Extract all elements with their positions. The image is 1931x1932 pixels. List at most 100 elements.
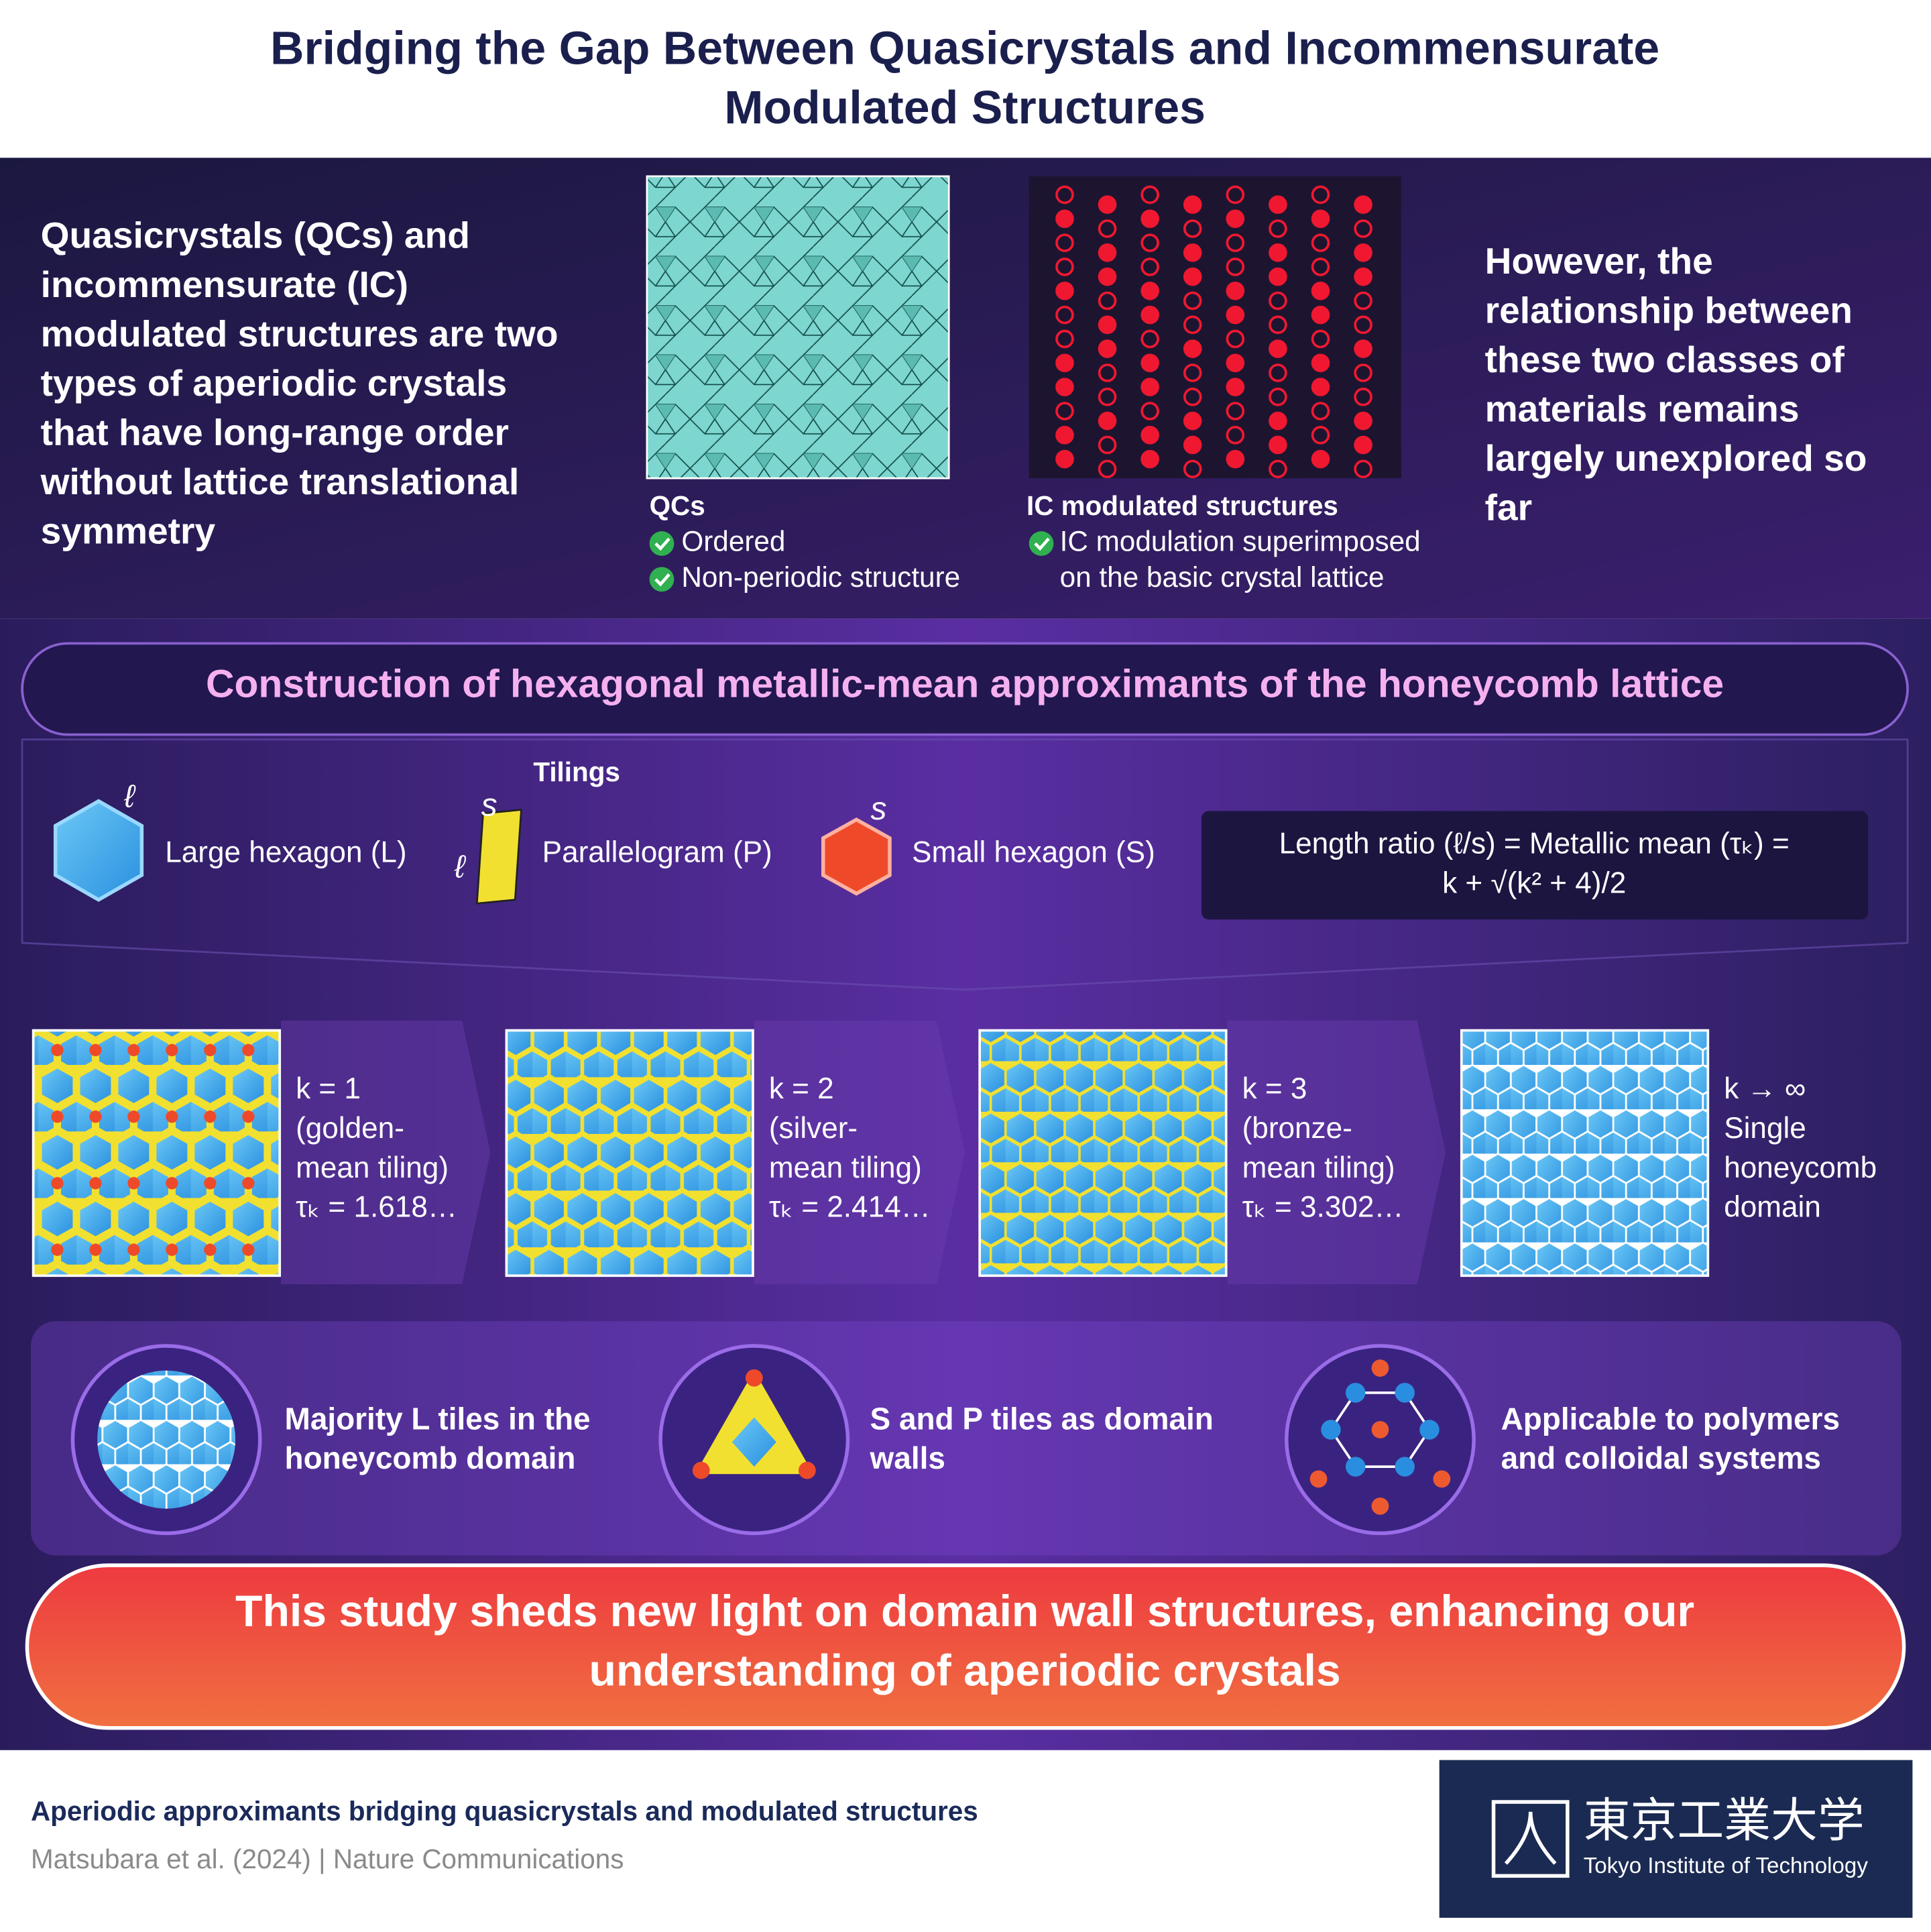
approximant-text: (golden- xyxy=(296,1112,404,1145)
finding-text: honeycomb domain xyxy=(285,1440,576,1475)
ic-dot xyxy=(1269,339,1287,358)
logo-en: Tokyo Institute of Technology xyxy=(1584,1854,1869,1878)
ic-dot xyxy=(1055,305,1074,325)
approximant-text: τₖ = 2.414… xyxy=(769,1191,931,1224)
formula: Length ratio (ℓ/s) = Metallic mean (τₖ) … xyxy=(1279,828,1790,860)
approximant-text: mean tiling) xyxy=(296,1151,449,1184)
ic-dot xyxy=(1354,315,1372,335)
approximant-k1 xyxy=(32,1029,282,1277)
tile-name: Large hexagon (L) xyxy=(165,836,406,868)
however-text: However, the xyxy=(1485,240,1713,282)
qc-image xyxy=(646,175,950,479)
approximant-k2 xyxy=(505,1029,754,1277)
ic-dot xyxy=(1183,435,1202,455)
approximant-text: honeycomb xyxy=(1724,1151,1877,1184)
ic-dot xyxy=(1226,378,1245,396)
ic-dot xyxy=(1311,233,1330,252)
ic-dot xyxy=(1055,329,1074,349)
tile-edge: s xyxy=(870,791,886,827)
approximant-text: k → ∞ xyxy=(1724,1072,1806,1105)
ic-dot xyxy=(1098,411,1117,431)
ic-dot xyxy=(1183,243,1202,262)
formula-box xyxy=(1201,811,1869,920)
ic-dot xyxy=(1098,243,1117,262)
ic-dot xyxy=(1098,363,1117,382)
tile-edge: s xyxy=(481,787,498,823)
ic-dot xyxy=(1055,378,1074,396)
ic-dot xyxy=(1140,233,1159,252)
ic-dot xyxy=(1354,459,1372,479)
ic-dot xyxy=(1226,258,1245,276)
approximant-text: k = 3 xyxy=(1242,1072,1307,1105)
ic-dot xyxy=(1311,378,1330,396)
ic-dot xyxy=(1311,426,1330,445)
arrows xyxy=(281,1020,1446,1285)
ic-point: IC modulation superimposed xyxy=(1060,526,1421,557)
ic-dot xyxy=(1269,243,1287,262)
ic-dot xyxy=(1140,209,1159,229)
ic-dot xyxy=(1183,363,1202,382)
intro-text: types of aperiodic crystals xyxy=(41,362,507,404)
ic-dot xyxy=(1311,402,1330,420)
however-text: far xyxy=(1485,486,1532,528)
title: Modulated Structures xyxy=(724,81,1206,133)
ic-dot xyxy=(1226,402,1245,420)
ic-dot xyxy=(1183,291,1202,310)
approximant-text: domain xyxy=(1724,1191,1821,1224)
ic-dot xyxy=(1183,388,1202,406)
header-bg xyxy=(0,0,1931,158)
ic-dot xyxy=(1354,219,1372,238)
check-mark xyxy=(1034,537,1050,551)
ic-dot xyxy=(1140,449,1159,469)
ic-dot xyxy=(1183,339,1202,358)
ic-dot xyxy=(1226,185,1245,205)
ic-dot xyxy=(1269,315,1287,335)
logo-jp: 東京工業大学 xyxy=(1584,1795,1865,1847)
ic-dot xyxy=(1311,329,1330,349)
intro-text: incommensurate (IC) xyxy=(41,264,408,305)
ic-dot xyxy=(1354,195,1372,214)
small-hexagon xyxy=(821,817,892,896)
tile-edge: ℓ xyxy=(454,849,467,885)
however-text: these two classes of xyxy=(1485,339,1845,380)
ic-image xyxy=(1029,176,1401,479)
ic-dot xyxy=(1140,185,1159,205)
ic-dot xyxy=(1098,339,1117,358)
ic-dot xyxy=(1098,219,1117,238)
ic-dot xyxy=(1098,291,1117,310)
intro-text: modulated structures are two xyxy=(41,312,559,354)
ic-dot xyxy=(1269,267,1287,286)
ic-point: on the basic crystal lattice xyxy=(1060,561,1385,593)
tile-edge: ℓ xyxy=(123,779,136,815)
ic-dot xyxy=(1354,339,1372,358)
qc-label: QCs xyxy=(650,490,705,521)
check-icon xyxy=(1029,531,1054,556)
ic-dot xyxy=(1055,449,1074,469)
ic-dot xyxy=(1354,363,1372,382)
ic-dot xyxy=(1098,435,1117,455)
ic-dot xyxy=(1055,353,1074,373)
finding-text: Applicable to polymers xyxy=(1501,1401,1840,1436)
ic-dot xyxy=(1354,291,1372,310)
conclusion-text: This study sheds new light on domain wal… xyxy=(235,1587,1694,1636)
construction-title: Construction of hexagonal metallic-mean … xyxy=(206,662,1724,705)
ic-dot xyxy=(1140,258,1159,276)
ic-dot xyxy=(1311,185,1330,205)
ic-dot xyxy=(1226,426,1245,445)
ic-dot xyxy=(1354,267,1372,286)
construction-pill xyxy=(21,642,1909,736)
approximant-text: τₖ = 3.302… xyxy=(1242,1191,1404,1224)
however-text: largely unexplored so xyxy=(1485,437,1867,479)
ic-dot xyxy=(1055,233,1074,252)
logo-box xyxy=(1439,1760,1913,1918)
logo-mark xyxy=(1491,1800,1570,1878)
intro-text: that have long-range order xyxy=(41,411,509,453)
logo-mark-inner xyxy=(1504,1811,1557,1865)
ic-dot xyxy=(1354,411,1372,431)
intro-text: without lattice translational xyxy=(40,461,520,502)
intro-band xyxy=(0,158,1931,619)
footer-citation: Matsubara et al. (2024) | Nature Communi… xyxy=(31,1843,624,1874)
approximant-text: τₖ = 1.618… xyxy=(296,1191,457,1224)
ic-dot xyxy=(1311,258,1330,276)
approximant-text: Single xyxy=(1724,1112,1806,1145)
